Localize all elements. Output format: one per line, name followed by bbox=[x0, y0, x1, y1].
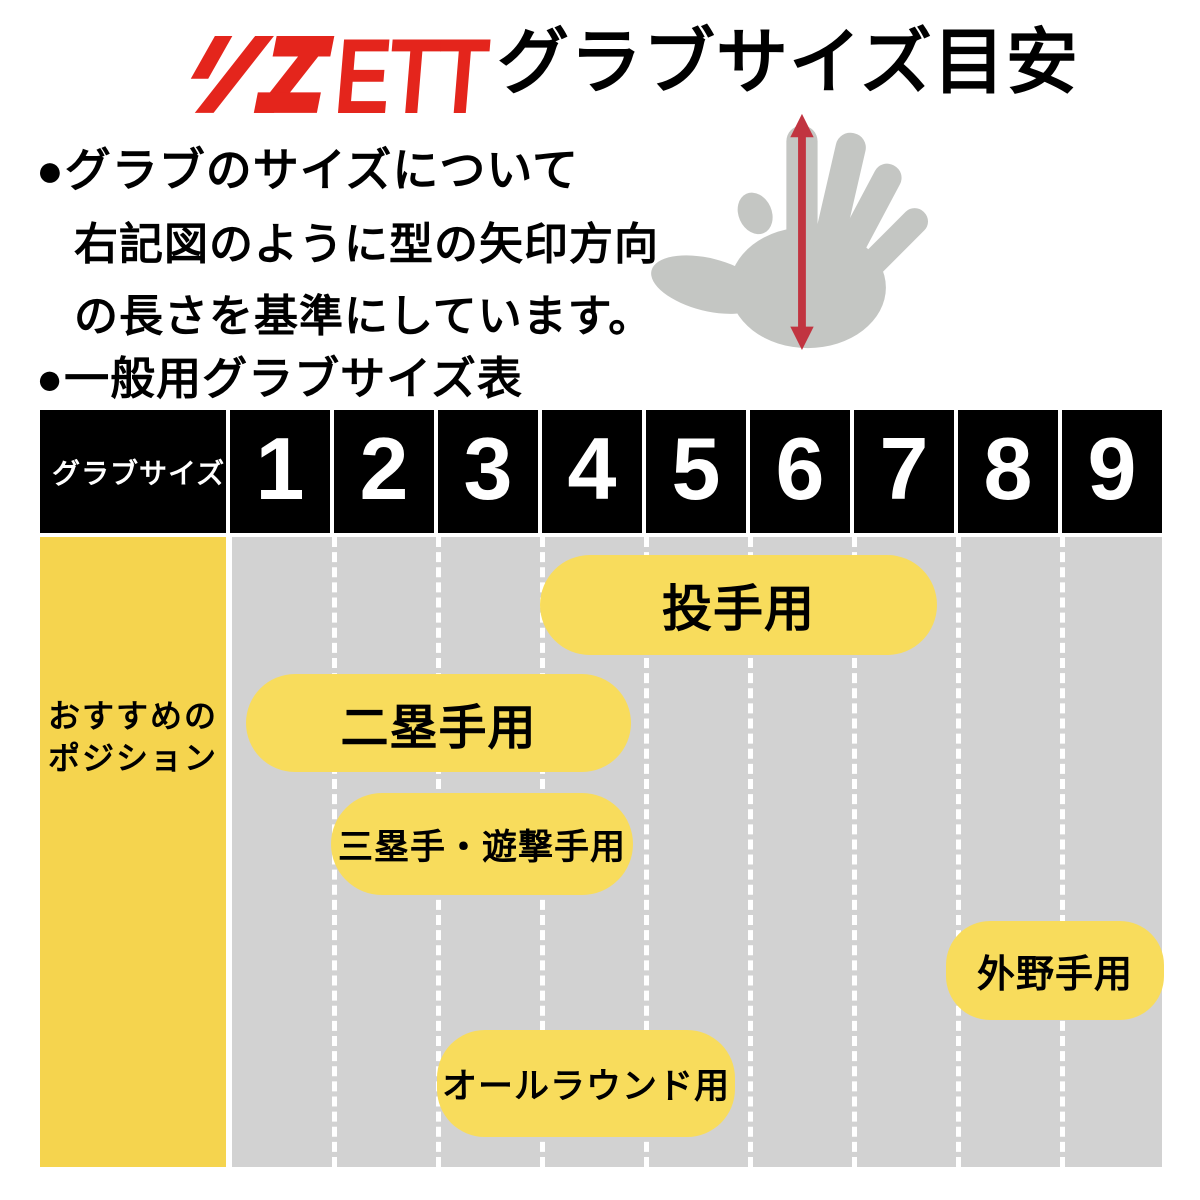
intro-line-1: ●グラブのサイズについて bbox=[36, 144, 580, 196]
size-col-header-9: 9 bbox=[1062, 410, 1162, 533]
row-header-recommended-positions: おすすめの ポジション bbox=[40, 537, 226, 1167]
logo-ett-text: ETT bbox=[330, 24, 492, 118]
measure-arrow-icon bbox=[790, 113, 814, 351]
grid-dashed-line bbox=[1060, 537, 1065, 1167]
glove-finger-middle bbox=[813, 132, 866, 260]
section-heading: ●一般用グラブサイズ表 bbox=[36, 353, 523, 404]
intro-line-2: 右記図のように型の矢印方向 bbox=[74, 220, 659, 269]
size-col-header-4: 4 bbox=[542, 410, 642, 533]
grid-dashed-line bbox=[956, 537, 961, 1167]
size-col-header-1: 1 bbox=[230, 410, 330, 533]
size-col-header-2: 2 bbox=[334, 410, 434, 533]
size-table-body: おすすめの ポジション 投手用 二塁手用 三塁手・遊撃手用 外野手用 オールラウ… bbox=[40, 537, 1164, 1167]
size-col-header-3: 3 bbox=[438, 410, 538, 533]
logo-z-topbar bbox=[272, 35, 335, 57]
grid-dashed-line bbox=[748, 537, 753, 1167]
page-title: グラブサイズ目安 bbox=[497, 23, 1079, 103]
logo-slash-long bbox=[194, 35, 274, 113]
position-pill-outfielder: 外野手用 bbox=[946, 921, 1164, 1020]
size-col-header-6: 6 bbox=[750, 410, 850, 533]
glove-finger-ring bbox=[833, 163, 902, 267]
logo-z-bottombar bbox=[253, 92, 321, 113]
glove-thumb bbox=[651, 255, 766, 314]
size-col-header-5: 5 bbox=[646, 410, 746, 533]
row-header-line-2: ポジション bbox=[47, 740, 218, 777]
glove-finger-pinky bbox=[852, 208, 929, 284]
position-pill-pitcher: 投手用 bbox=[540, 555, 937, 655]
zett-logo: ETT bbox=[176, 17, 498, 136]
size-col-header-8: 8 bbox=[958, 410, 1058, 533]
glove-knob bbox=[737, 192, 773, 235]
logo-slash-short bbox=[190, 35, 233, 79]
zett-logo-graphic: ETT bbox=[190, 17, 493, 136]
glove-icon bbox=[651, 113, 929, 351]
grid-dashed-line bbox=[644, 537, 649, 1167]
size-col-header-7: 7 bbox=[854, 410, 954, 533]
position-pill-second-baseman: 二塁手用 bbox=[246, 674, 631, 772]
grid-dashed-line bbox=[852, 537, 857, 1167]
intro-line-3: の長さを基準にしています。 bbox=[74, 292, 654, 341]
size-table-header: グラブサイズ 1 2 3 4 5 6 7 8 9 bbox=[40, 410, 1162, 533]
row-header-line-1: おすすめの bbox=[47, 698, 218, 734]
glove-measurement-illustration bbox=[640, 104, 962, 356]
position-pill-third-shortstop: 三塁手・遊撃手用 bbox=[331, 793, 633, 895]
position-pill-all-round: オールラウンド用 bbox=[437, 1030, 735, 1137]
corner-header-cell: グラブサイズ bbox=[40, 410, 226, 533]
